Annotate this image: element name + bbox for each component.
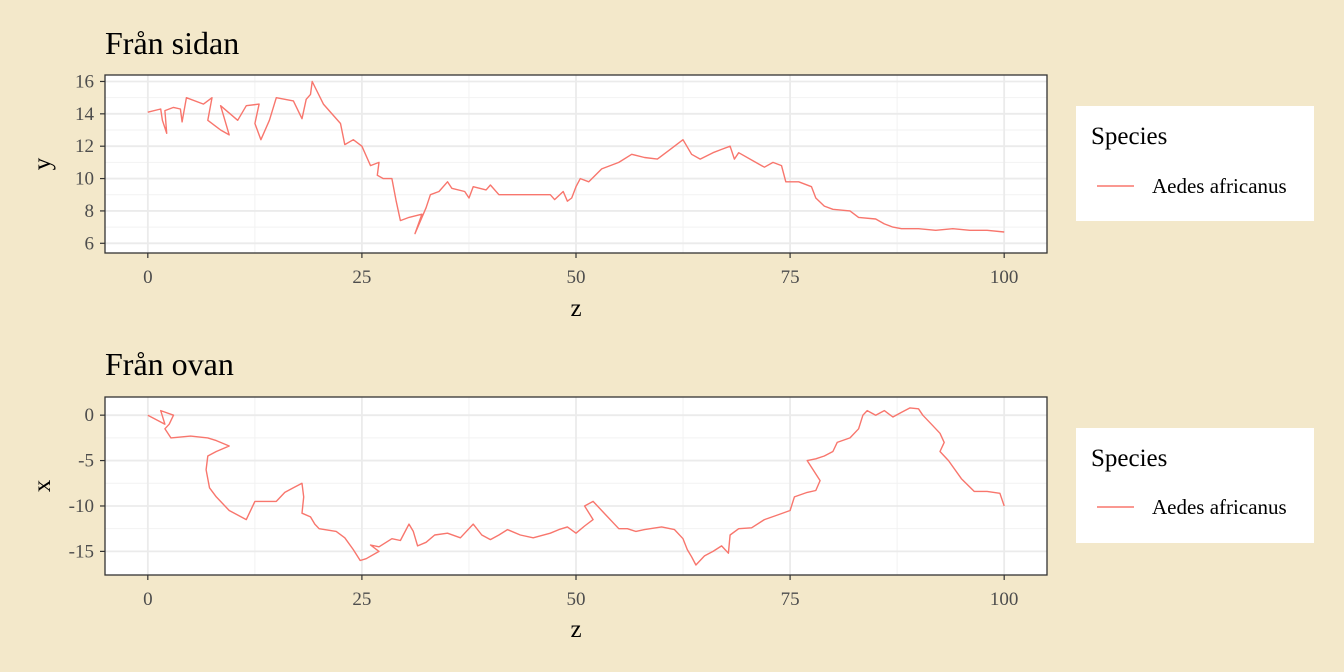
legend: Species Aedes africanus	[1076, 106, 1314, 221]
x-axis-label: z	[570, 295, 581, 322]
y-tick-label: -15	[69, 541, 94, 562]
y-tick-label: 6	[85, 233, 95, 254]
y-tick-label: 0	[85, 405, 95, 426]
series-line	[147, 407, 1005, 566]
y-axis-label: y	[29, 157, 56, 170]
x-tick-label: 100	[990, 589, 1019, 610]
legend-title: Species	[1091, 445, 1167, 472]
y-tick-label: 10	[75, 169, 94, 190]
x-tick-label: 50	[567, 267, 586, 288]
x-tick-label: 50	[567, 589, 586, 610]
legend-entry: Aedes africanus	[1152, 495, 1287, 519]
x-tick-label: 25	[352, 589, 371, 610]
x-tick-label: 0	[143, 267, 153, 288]
legend-entry: Aedes africanus	[1152, 174, 1287, 198]
y-axis-label: x	[29, 479, 56, 492]
y-tick-label: -5	[78, 451, 94, 472]
legend: Species Aedes africanus	[1076, 428, 1314, 543]
x-tick-label: 75	[781, 267, 800, 288]
y-tick-label: 8	[85, 201, 95, 222]
legend-box	[1076, 428, 1314, 543]
x-axis-label: z	[570, 616, 581, 643]
panel-title: Från sidan	[105, 25, 239, 61]
panel-title: Från ovan	[105, 346, 234, 382]
x-tick-label: 75	[781, 589, 800, 610]
x-tick-label: 100	[990, 267, 1019, 288]
legend-box	[1076, 106, 1314, 221]
panel-top-view: Från ovan 0 25 50 75 100 0 -5 -10 -15 z x Specie…	[29, 346, 1314, 643]
y-tick-label: -10	[69, 496, 94, 517]
y-tick-label: 12	[75, 136, 94, 157]
y-tick-label: 14	[75, 104, 95, 125]
series-line	[147, 80, 1005, 235]
legend-title: Species	[1091, 123, 1167, 150]
y-tick-label: 16	[75, 71, 94, 92]
panel-side-view: Från sidan 0 25 50 75 100 6 8 10 12 14 16 z y Spec…	[29, 25, 1314, 322]
x-tick-label: 0	[143, 589, 153, 610]
x-tick-label: 25	[352, 267, 371, 288]
